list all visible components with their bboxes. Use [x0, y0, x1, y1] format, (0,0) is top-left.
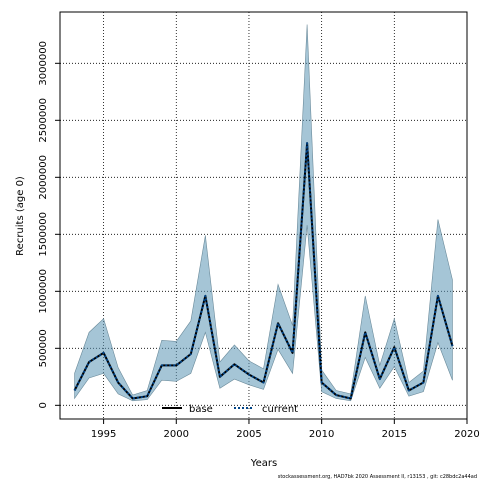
x-tick-label: 2010 — [309, 429, 334, 440]
y-tick-label: 0 — [38, 402, 49, 408]
y-tick-label: 1500000 — [38, 212, 49, 257]
legend-label-current: current — [262, 404, 298, 415]
confidence-band-layer — [74, 24, 453, 402]
y-tick-label: 500000 — [38, 329, 49, 367]
series-line-current — [73, 142, 454, 400]
x-tick-label: 2020 — [454, 429, 479, 440]
legend: base current — [162, 404, 298, 415]
plot-frame — [59, 11, 468, 420]
grid — [60, 12, 468, 419]
footnote: stockassessment.org, HAD7bk 2020 Assessm… — [278, 474, 477, 480]
legend-label-base: base — [189, 404, 213, 415]
y-tick-label: 1000000 — [38, 269, 49, 314]
y-tick-label: 3000000 — [38, 41, 49, 86]
confidence-band — [74, 24, 453, 402]
y-axis-title: Recruits (age 0) — [15, 176, 26, 256]
x-tick-label: 1995 — [91, 429, 116, 440]
series-lines-layer — [73, 142, 454, 400]
y-tick-label: 2000000 — [38, 155, 49, 200]
x-axis-title: Years — [250, 458, 277, 469]
x-tick-label: 2005 — [236, 429, 261, 440]
x-tick-label: 2000 — [164, 429, 189, 440]
axis-ticks: 1995 2000 2005 2010 2015 2020 0 500000 1000000 15… — [38, 41, 480, 440]
x-tick-label: 2015 — [382, 429, 407, 440]
y-tick-label: 2500000 — [38, 98, 49, 143]
